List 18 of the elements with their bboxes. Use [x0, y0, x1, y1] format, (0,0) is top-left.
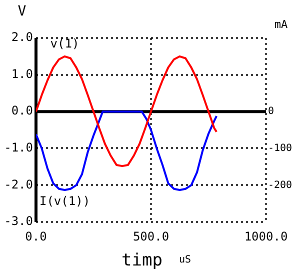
series-label: v(1): [50, 36, 80, 51]
y2-tick-label: -200: [268, 180, 292, 191]
y-tick-label: -2.0: [4, 177, 33, 192]
text: uS: [178, 254, 192, 266]
series-label: I(v(1)): [39, 194, 90, 208]
y-tick-label: 1.0: [11, 66, 33, 81]
y-tick-label: 2.0: [11, 30, 33, 44]
x-axis-title: timp: [122, 250, 162, 270]
y2-tick-label: 0: [268, 106, 274, 118]
y-axis-title: V: [18, 4, 27, 20]
x-tick-label: 500.0: [132, 229, 170, 244]
y-tick-label: -1.0: [4, 140, 33, 155]
x-tick-label: 1000.0: [244, 229, 288, 244]
y-tick-label: 0.0: [11, 104, 33, 118]
y-tick-label: -3.0: [4, 214, 33, 228]
y2-axis-title: mA: [274, 18, 288, 31]
y2-tick-label: -100: [268, 142, 292, 154]
x-tick-label: 0.0: [25, 229, 47, 244]
